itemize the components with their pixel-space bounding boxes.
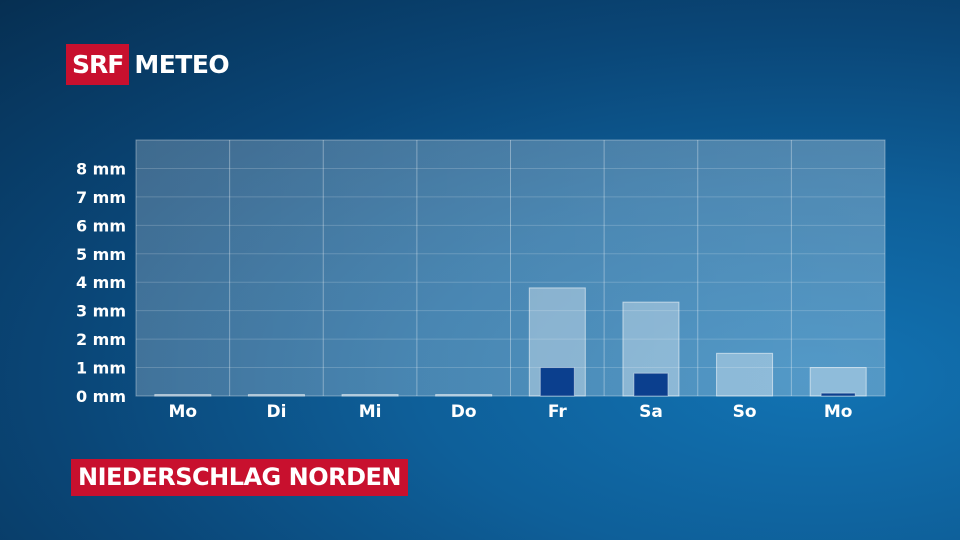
meteo-wordmark: METEO	[134, 50, 230, 79]
x-tick-label: Mi	[359, 402, 382, 422]
x-tick-label: Sa	[639, 402, 663, 422]
plot-border	[135, 139, 886, 397]
y-tick-label: 8 mm	[76, 159, 126, 178]
bar-probable	[539, 367, 575, 397]
x-tick-label: So	[733, 402, 757, 422]
y-tick-label: 5 mm	[76, 245, 126, 264]
bar-total	[154, 394, 212, 397]
bar-total	[435, 394, 493, 397]
x-tick-label: Mo	[169, 402, 198, 422]
y-tick-label: 1 mm	[76, 359, 126, 378]
bar-probable	[633, 372, 669, 397]
bar-total	[809, 367, 867, 397]
x-tick-label: Do	[451, 402, 477, 422]
srf-logo-mark: SRF	[66, 44, 130, 85]
chart-title: NIEDERSCHLAG NORDEN	[71, 459, 408, 496]
bar-probable	[820, 392, 856, 397]
srf-meteo-logo: SRF METEO	[66, 44, 230, 85]
x-tick-label: Fr	[548, 402, 568, 422]
y-tick-label: 3 mm	[76, 302, 126, 321]
y-tick-label: 6 mm	[76, 216, 126, 235]
y-tick-label: 2 mm	[76, 330, 126, 349]
y-tick-label: 0 mm	[76, 387, 126, 406]
x-tick-label: Di	[266, 402, 286, 422]
bar-total	[247, 394, 305, 397]
y-tick-label: 7 mm	[76, 188, 126, 207]
x-tick-label: Mo	[824, 402, 853, 422]
y-tick-label: 4 mm	[76, 273, 126, 292]
bar-total	[341, 394, 399, 397]
bar-total	[716, 352, 774, 397]
